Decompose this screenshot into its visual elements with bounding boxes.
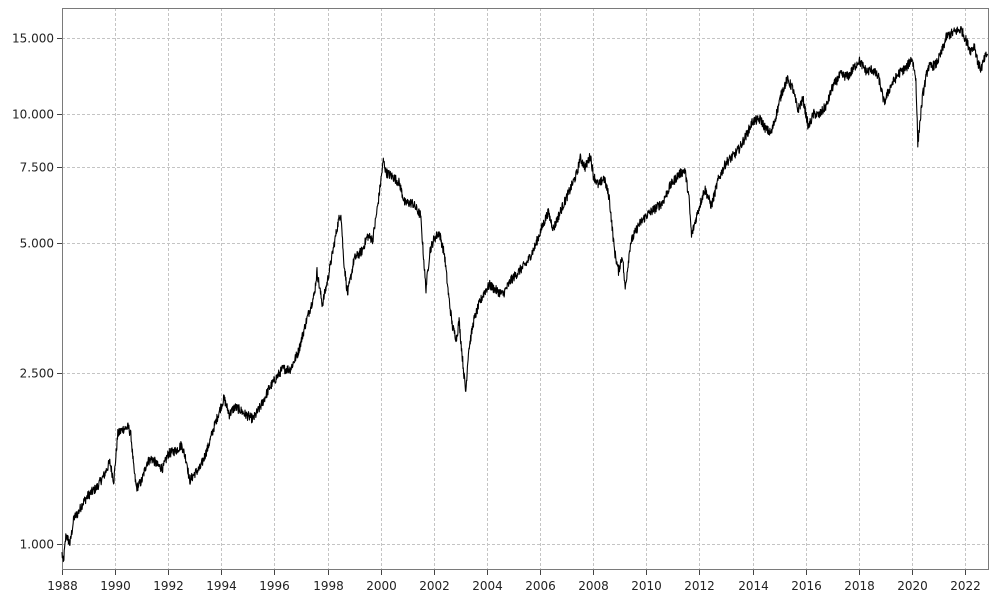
x-tick-label: 1992 <box>153 579 184 593</box>
x-tick-label: 2010 <box>631 579 662 593</box>
x-tick-label: 1988 <box>47 579 78 593</box>
x-tick-label: 1996 <box>259 579 290 593</box>
x-tick-label: 2000 <box>366 579 397 593</box>
plot-background <box>62 8 989 570</box>
x-tick-label: 2012 <box>684 579 715 593</box>
y-tick-label: 10.000 <box>12 108 54 122</box>
x-tick-label: 2002 <box>419 579 450 593</box>
series-group <box>61 26 989 563</box>
grid <box>62 8 989 570</box>
x-tick-label: 2018 <box>844 579 875 593</box>
y-tick-label: 7.500 <box>20 161 54 175</box>
x-tick-label: 2022 <box>950 579 981 593</box>
x-tick-label: 2004 <box>472 579 503 593</box>
x-tick-label: 2016 <box>791 579 822 593</box>
x-tick-label: 2020 <box>897 579 928 593</box>
x-tick-label: 1998 <box>313 579 344 593</box>
x-axis: 1988 1990 1992 1994 1996 1998 2000 2002 2004 2006… <box>47 570 981 593</box>
series-line <box>61 26 989 563</box>
x-tick-label: 2014 <box>738 579 769 593</box>
x-tick-label: 1994 <box>206 579 237 593</box>
y-tick-label: 5.000 <box>20 237 54 251</box>
x-tick-label: 2006 <box>525 579 556 593</box>
y-tick-label: 2.500 <box>20 367 54 381</box>
x-tick-label: 1990 <box>100 579 131 593</box>
y-tick-label: 15.000 <box>12 32 54 46</box>
y-axis: 1.000 2.500 5.000 7.500 10.000 15.000 <box>12 32 62 552</box>
plot-frame <box>62 8 989 570</box>
y-tick-label: 1.000 <box>20 538 54 552</box>
x-tick-label: 2008 <box>578 579 609 593</box>
